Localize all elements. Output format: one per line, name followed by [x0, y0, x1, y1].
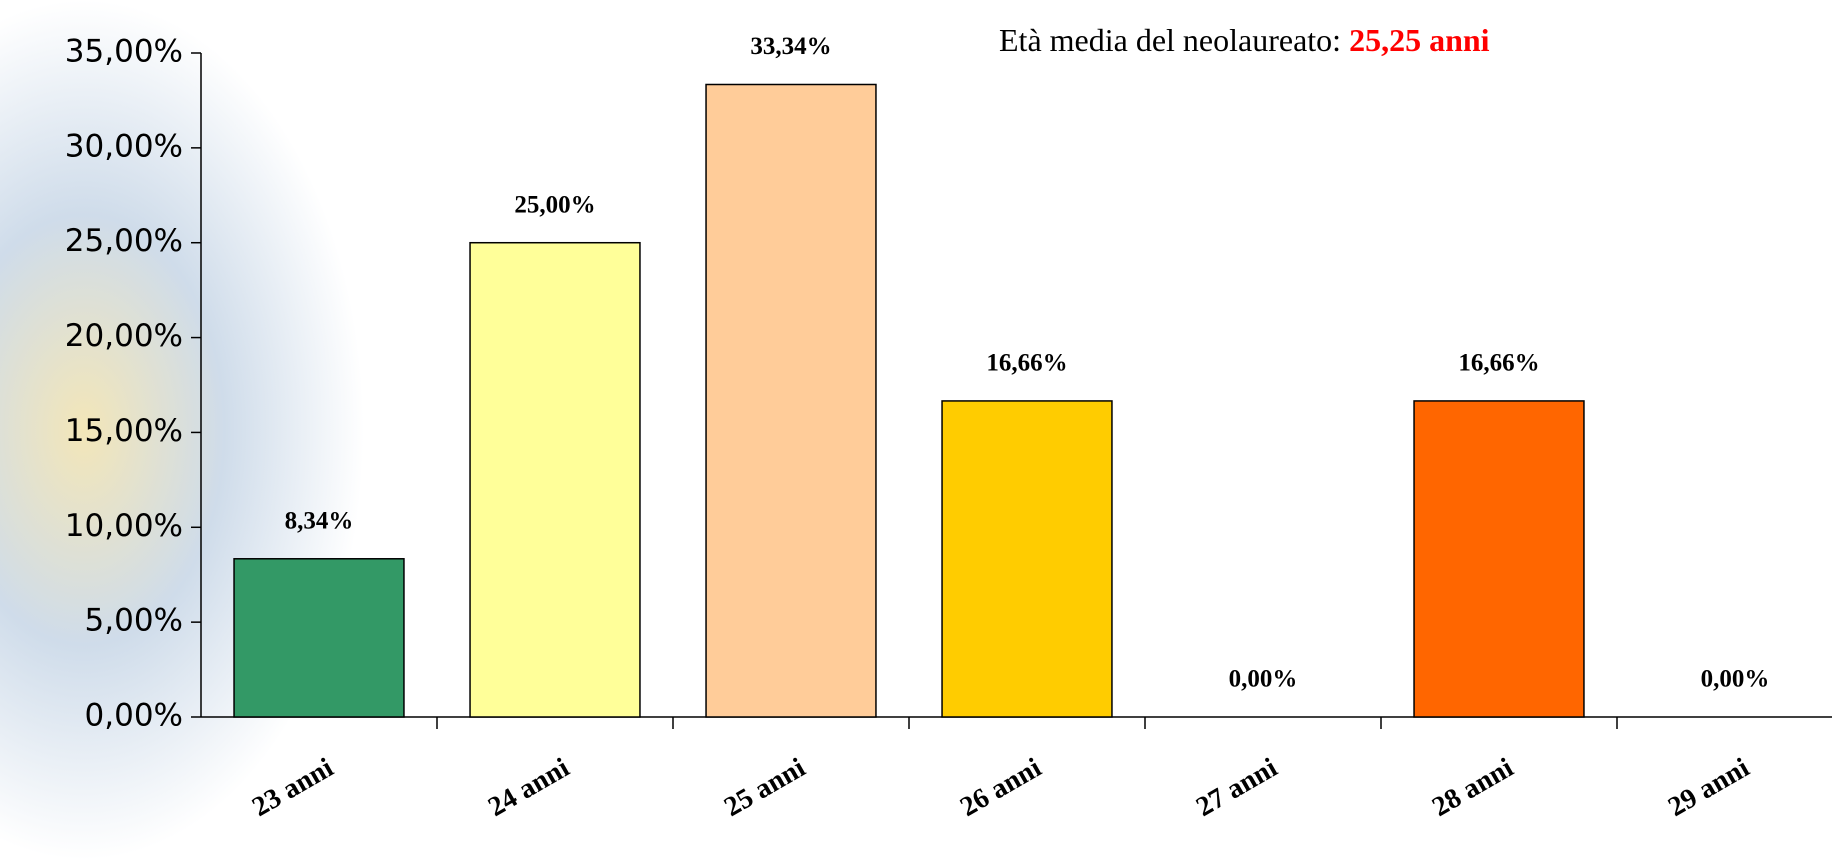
y-tick-label: 10,00%: [65, 508, 183, 544]
y-tick-label: 15,00%: [65, 413, 183, 449]
bar: [941, 400, 1113, 718]
annotation-highlight: 25,25 anni: [1349, 22, 1490, 58]
bar: [233, 558, 405, 718]
value-label: 0,00%: [1701, 666, 1770, 693]
y-tick-label: 0,00%: [85, 698, 183, 734]
y-tick-label: 25,00%: [65, 223, 183, 259]
bar: [1413, 400, 1585, 718]
value-label: 25,00%: [514, 191, 595, 218]
y-tick-label: 30,00%: [65, 128, 183, 164]
value-label: 33,34%: [750, 33, 831, 60]
x-tick-label: 27 anni: [1191, 752, 1283, 823]
value-label: 16,66%: [1458, 350, 1539, 377]
bar: [705, 83, 877, 718]
annotation: Età media del neolaureato: 25,25 anni: [999, 22, 1490, 58]
value-label: 0,00%: [1229, 666, 1298, 693]
x-tick-label: 28 anni: [1427, 752, 1519, 823]
y-tick-label: 5,00%: [85, 603, 183, 639]
value-label: 8,34%: [285, 508, 354, 535]
annotation-text: Età media del neolaureato:: [999, 22, 1341, 58]
x-tick-label: 25 anni: [719, 752, 811, 823]
y-tick-label: 35,00%: [65, 34, 183, 70]
value-label: 16,66%: [986, 350, 1067, 377]
x-tick-label: 26 anni: [955, 752, 1047, 823]
x-tick-label: 29 anni: [1663, 752, 1755, 823]
bar: [469, 241, 641, 718]
y-tick-label: 20,00%: [65, 318, 183, 354]
